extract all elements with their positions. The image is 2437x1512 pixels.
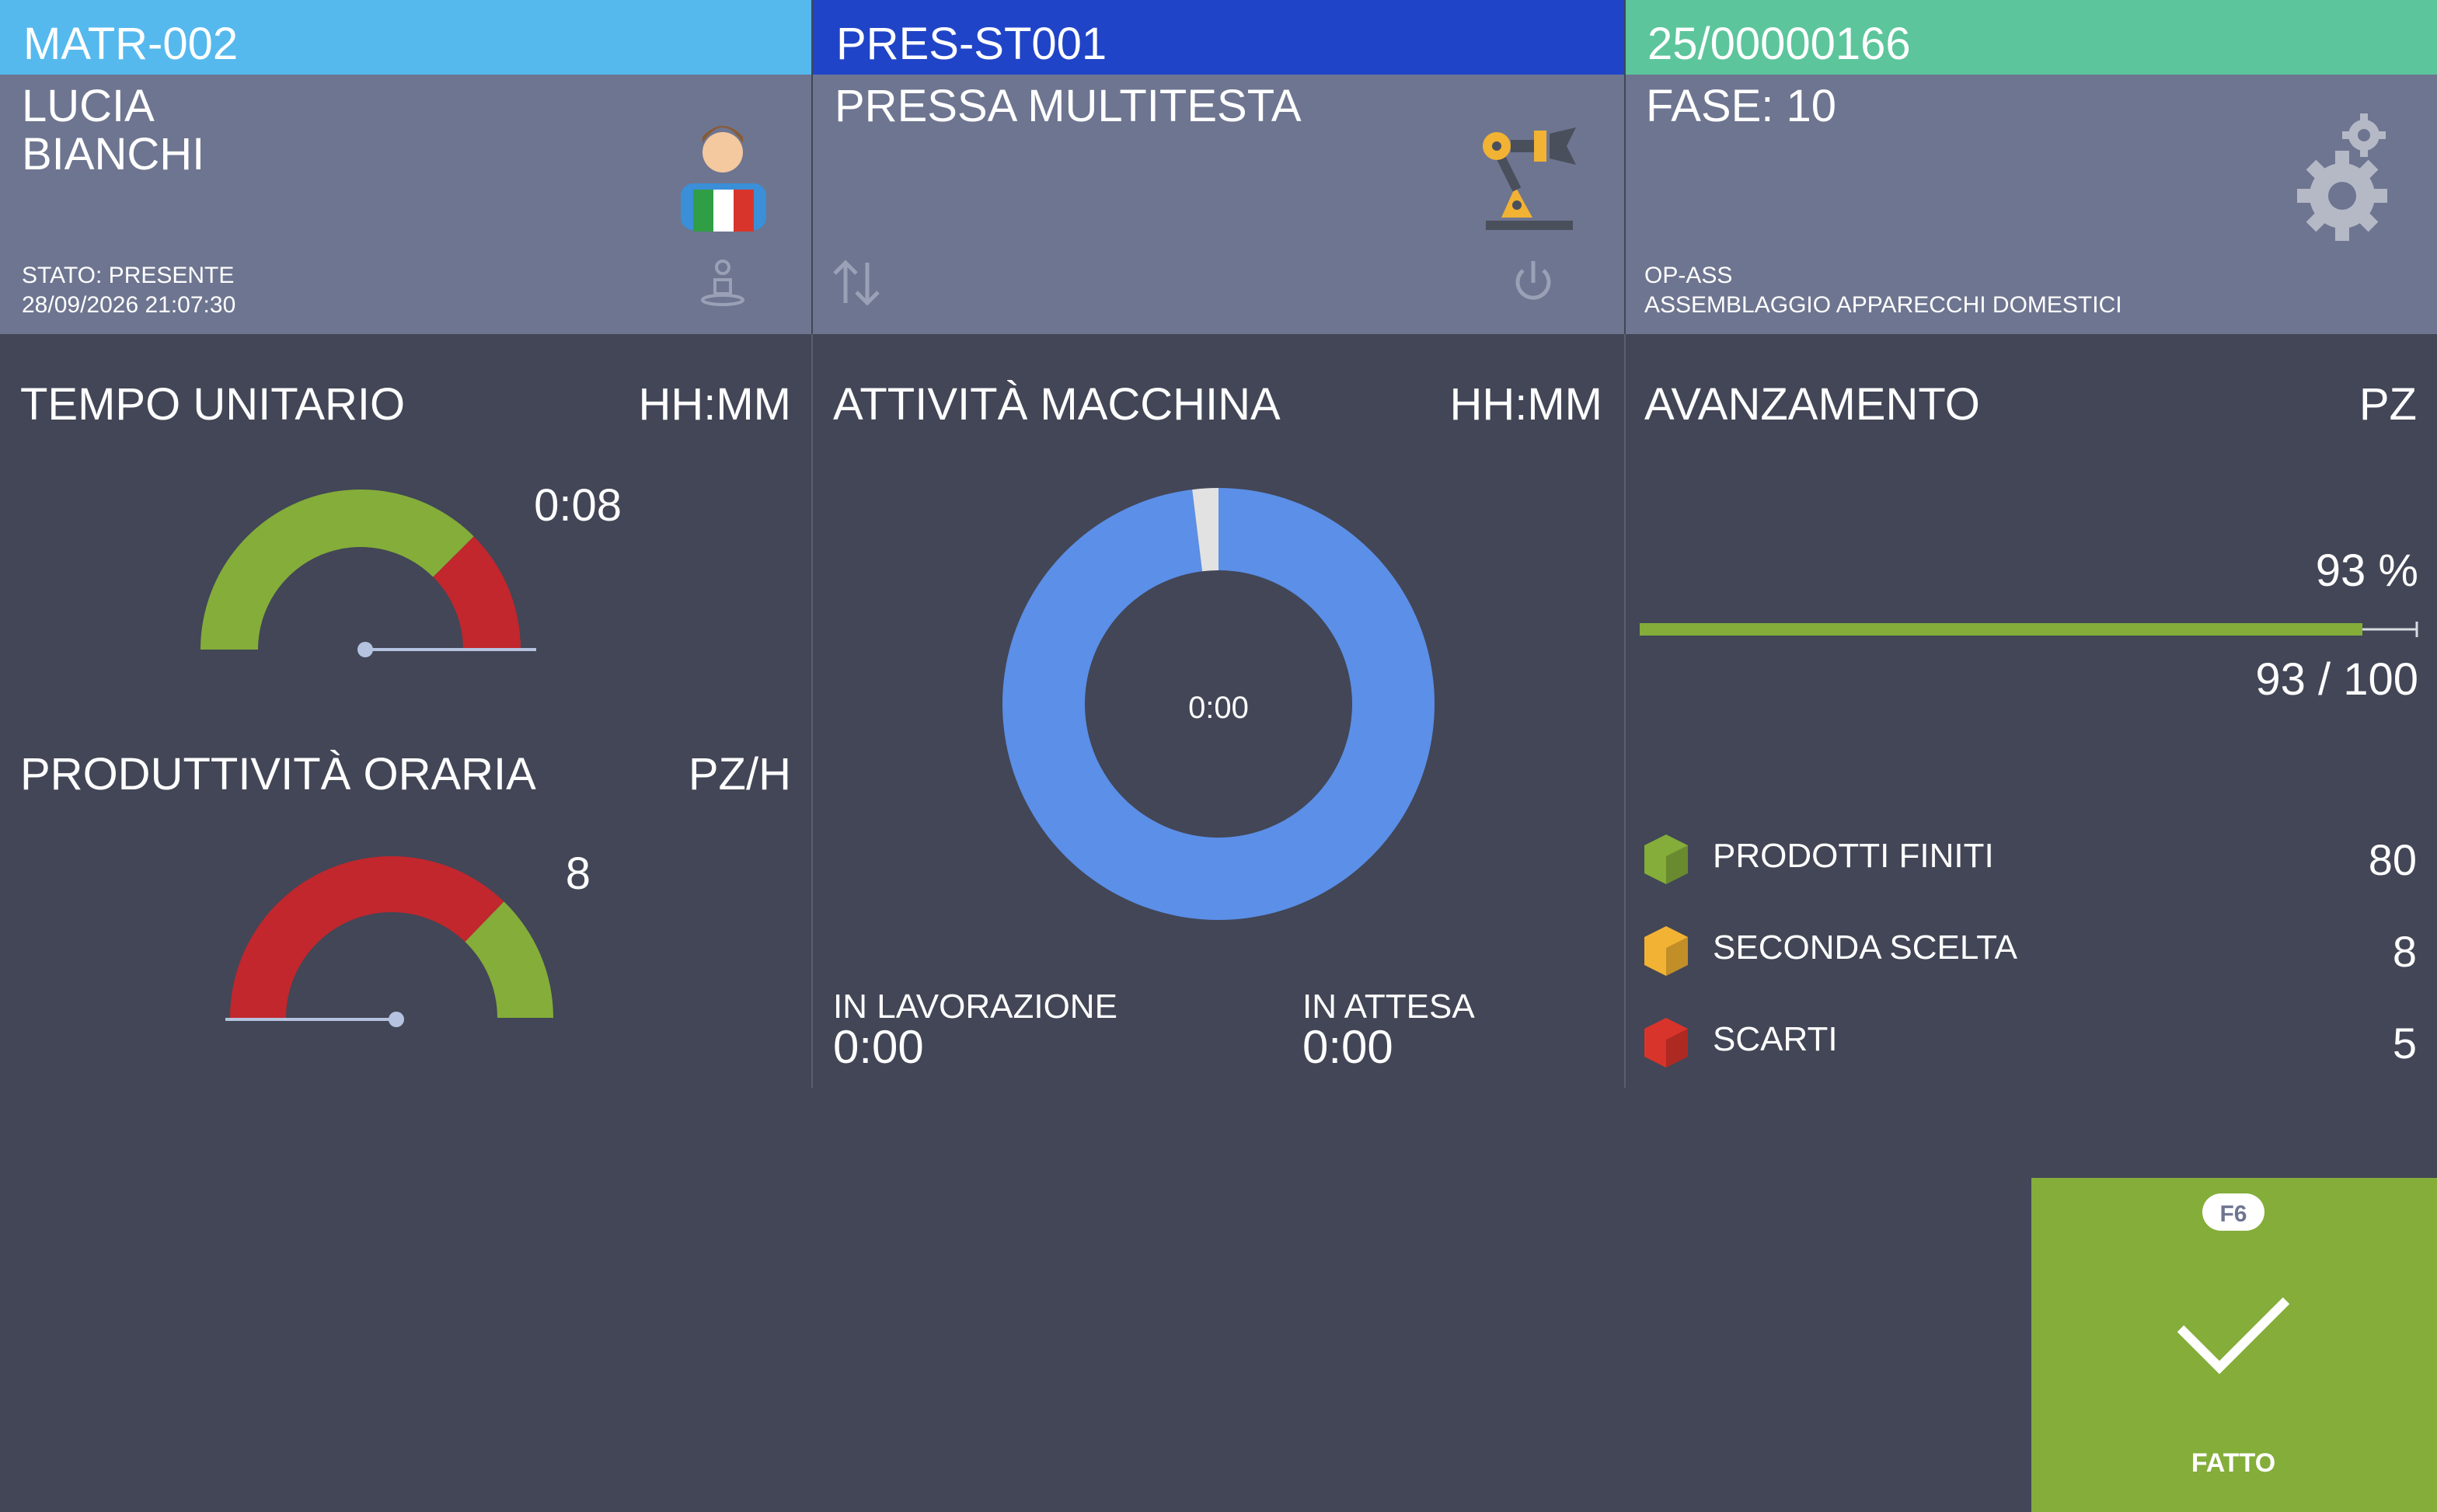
production-counts: PRODOTTI FINITI 80 SECONDA SCELTA 8 SCARTI 5 [1644,834,2417,1068]
item-icon [1644,926,1688,976]
item-label: PRODOTTI FINITI [1713,837,1994,875]
gauge-band-bad [230,856,504,1018]
section-title: AVANZAMENTO [1644,379,1980,430]
donut-segment [1002,488,1435,920]
operator-name: LUCIA [22,81,155,131]
section-unit: PZ [2359,379,2417,430]
gauge-value: 8 [566,848,591,899]
item-icon-shade [1666,1029,1688,1068]
section-unit: HH:MM [638,379,791,430]
section-title: PRODUTTIVITÀ ORARIA [20,749,536,800]
shortcut-badge [2202,1193,2264,1231]
operator-name: BIANCHI [22,129,204,179]
operator-icon [681,126,766,232]
gauge-needle-pivot [357,642,373,657]
section-unit: HH:MM [1449,379,1602,430]
order-code: 25/00000166 [1647,19,1911,69]
gauge-needle-pivot [389,1012,404,1027]
done-button-bg[interactable] [2031,1178,2437,1512]
item-value: 5 [2393,1019,2417,1068]
gauge-band-good [200,489,474,650]
operator-code: MATR-002 [23,19,238,69]
activity-donut [1002,488,1435,920]
item-icon-shade [1666,937,1688,976]
progress-count: 93 / 100 [2255,654,2418,705]
activity-value: 0:00 [1302,1021,1393,1073]
operation-name: ASSEMBLAGGIO APPARECCHI DOMESTICI [1644,292,2122,318]
operation-code: OP-ASS [1644,263,1732,288]
done-label: FATTO [2191,1448,2275,1478]
operator-panel[interactable] [0,75,811,334]
progress-bar [1640,623,2362,636]
activity-label: IN ATTESA [1302,988,1475,1026]
gauges [200,489,553,1027]
item-label: SCARTI [1713,1020,1838,1058]
item-value: 80 [2369,835,2417,884]
item-icon [1644,1018,1688,1068]
machine-icon [1483,127,1576,230]
section-title: TEMPO UNITARIO [20,379,405,430]
operator-status: STATO: PRESENTE [22,263,234,288]
settings-icon [2297,113,2387,241]
section-title: ATTIVITÀ MACCHINA [833,379,1281,430]
gauge-band-good [465,901,553,1018]
shortcut-key: F6 [2219,1201,2247,1227]
donut-center-value: 0:00 [1188,691,1249,725]
machine-code: PRES-ST001 [836,19,1107,69]
donut-segment [1192,488,1218,572]
done-button[interactable]: F6 FATTO [2031,1178,2437,1512]
order-phase: FASE: 10 [1646,81,1836,131]
item-label: SECONDA SCELTA [1713,928,2018,967]
order-header [1626,0,2437,75]
operator-header [0,0,811,75]
progress-percent: 93 % [2316,545,2418,596]
machine-header [813,0,1624,75]
machine-panel[interactable] [813,75,1624,334]
item-icon-shade [1666,845,1688,884]
power-icon[interactable] [1515,261,1551,300]
gauge-band-bad [433,536,521,650]
gauge-value: 0:08 [534,480,622,531]
order-panel[interactable] [1626,75,2437,334]
machine-name: PRESSA MULTITESTA [835,81,1302,131]
check-icon [2177,1297,2290,1374]
swap-icon[interactable] [833,260,880,306]
activity-value: 0:00 [833,1021,924,1073]
item-value: 8 [2393,927,2417,976]
activity-label: IN LAVORAZIONE [833,988,1117,1026]
item-icon [1644,834,1688,884]
operator-timestamp: 28/09/2026 21:07:30 [22,292,235,318]
presence-icon [701,260,744,306]
section-unit: PZ/H [689,749,791,800]
